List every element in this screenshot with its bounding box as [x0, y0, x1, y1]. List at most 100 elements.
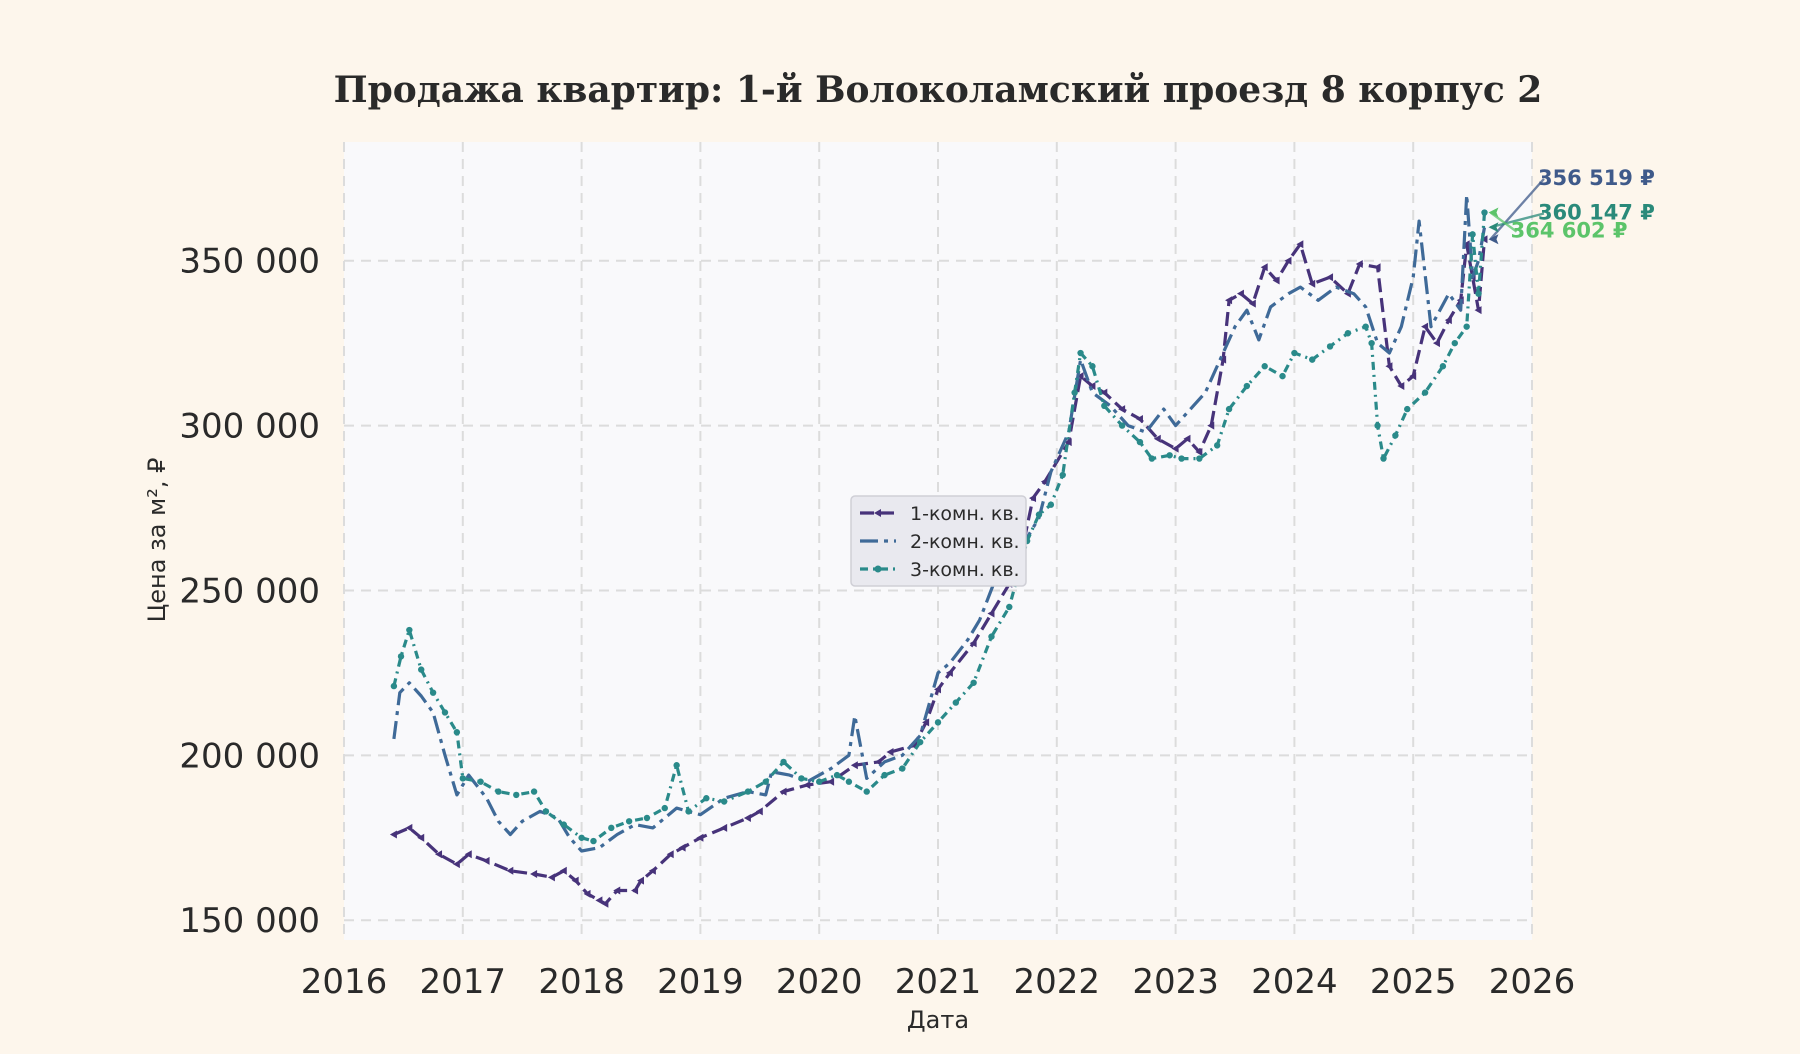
x-tick-label: 2020	[776, 962, 863, 1002]
data-point	[987, 609, 995, 618]
data-point	[435, 850, 443, 859]
data-point	[1136, 438, 1144, 446]
data-point	[608, 824, 615, 832]
data-point	[1248, 299, 1256, 308]
annotation-label: 364 602 ₽	[1511, 219, 1628, 243]
data-point	[1135, 414, 1143, 423]
annotation-arrowhead	[1488, 222, 1499, 233]
data-point	[661, 804, 668, 812]
data-point	[1207, 421, 1215, 430]
data-point	[1355, 260, 1363, 269]
data-point	[625, 818, 633, 825]
x-tick-label: 2025	[1370, 962, 1457, 1002]
data-point	[1385, 362, 1393, 371]
data-point	[1118, 422, 1126, 429]
data-point	[1077, 349, 1084, 357]
data-point	[390, 682, 398, 690]
data-point	[406, 626, 413, 634]
data-point	[1397, 382, 1405, 391]
data-point	[934, 719, 942, 726]
legend-label: 1-комн. кв.	[910, 503, 1020, 525]
data-point	[1404, 405, 1411, 413]
data-point	[970, 679, 977, 686]
data-point	[1462, 240, 1470, 249]
data-point	[827, 777, 835, 786]
data-point	[803, 781, 811, 790]
data-point	[389, 830, 397, 839]
x-tick-label: 2019	[657, 962, 744, 1002]
data-point	[863, 788, 870, 795]
data-point	[631, 886, 639, 895]
x-axis-label: Дата	[907, 1006, 969, 1034]
data-point	[429, 689, 437, 696]
data-point	[988, 633, 995, 640]
data-point	[1195, 447, 1203, 456]
data-point	[1469, 231, 1476, 238]
data-point	[1362, 323, 1369, 330]
data-point	[1225, 405, 1233, 413]
data-point	[1029, 494, 1037, 503]
data-point	[945, 668, 953, 677]
data-point	[673, 762, 680, 769]
data-point	[559, 866, 567, 875]
y-tick-label: 150 000	[179, 901, 320, 941]
data-point	[1261, 363, 1268, 370]
data-point	[780, 758, 787, 766]
series-line	[392, 212, 1487, 843]
x-tick-label: 2016	[301, 962, 388, 1002]
data-point	[453, 729, 461, 736]
data-point	[1439, 363, 1447, 370]
data-point	[1373, 263, 1381, 272]
series-line	[392, 193, 1487, 853]
data-point	[1432, 339, 1440, 348]
data-point	[1225, 296, 1233, 305]
x-tick-label: 2017	[420, 962, 507, 1002]
data-point	[452, 860, 460, 869]
data-point	[560, 821, 567, 828]
data-point	[1171, 444, 1179, 453]
data-point	[1409, 372, 1417, 381]
data-point	[1296, 240, 1304, 249]
legend-label: 2-комн. кв.	[910, 531, 1020, 553]
data-point	[495, 788, 502, 795]
legend-marker	[874, 565, 882, 573]
data-point	[1451, 339, 1458, 347]
x-tick-label: 2022	[1014, 962, 1101, 1002]
data-point	[571, 876, 579, 885]
data-point	[547, 873, 555, 882]
annotation-label: 356 519 ₽	[1538, 166, 1655, 190]
data-point	[850, 761, 858, 770]
data-point	[1153, 434, 1161, 443]
data-point	[881, 771, 888, 779]
annotation-layer: 356 519 ₽ 360 147 ₽364 602 ₽	[1488, 166, 1655, 245]
x-tick-label: 2024	[1251, 962, 1338, 1002]
data-point	[1047, 501, 1055, 508]
data-point	[637, 876, 644, 885]
data-point	[1088, 382, 1096, 391]
data-point	[685, 808, 692, 815]
data-point	[506, 866, 514, 875]
data-point	[916, 738, 924, 746]
legend-marker	[874, 509, 881, 517]
data-point	[779, 787, 787, 796]
data-point	[1272, 276, 1280, 285]
data-point	[845, 778, 853, 785]
data-point	[1291, 349, 1298, 357]
data-point	[1040, 477, 1048, 486]
data-point	[530, 788, 538, 795]
y-axis-label: Цена за м², ₽	[143, 458, 171, 623]
data-point	[1035, 511, 1043, 518]
data-point	[678, 843, 686, 852]
annotation-arrowhead	[1488, 207, 1499, 218]
y-tick-label: 300 000	[179, 407, 320, 447]
data-point	[459, 775, 466, 782]
data-point	[530, 870, 538, 879]
data-point	[1481, 209, 1488, 216]
y-tick-label: 250 000	[179, 571, 320, 611]
data-point	[1284, 256, 1292, 265]
annotation-arrow	[1489, 178, 1545, 241]
data-point	[755, 807, 763, 816]
data-point	[934, 685, 941, 694]
data-point	[720, 798, 728, 805]
